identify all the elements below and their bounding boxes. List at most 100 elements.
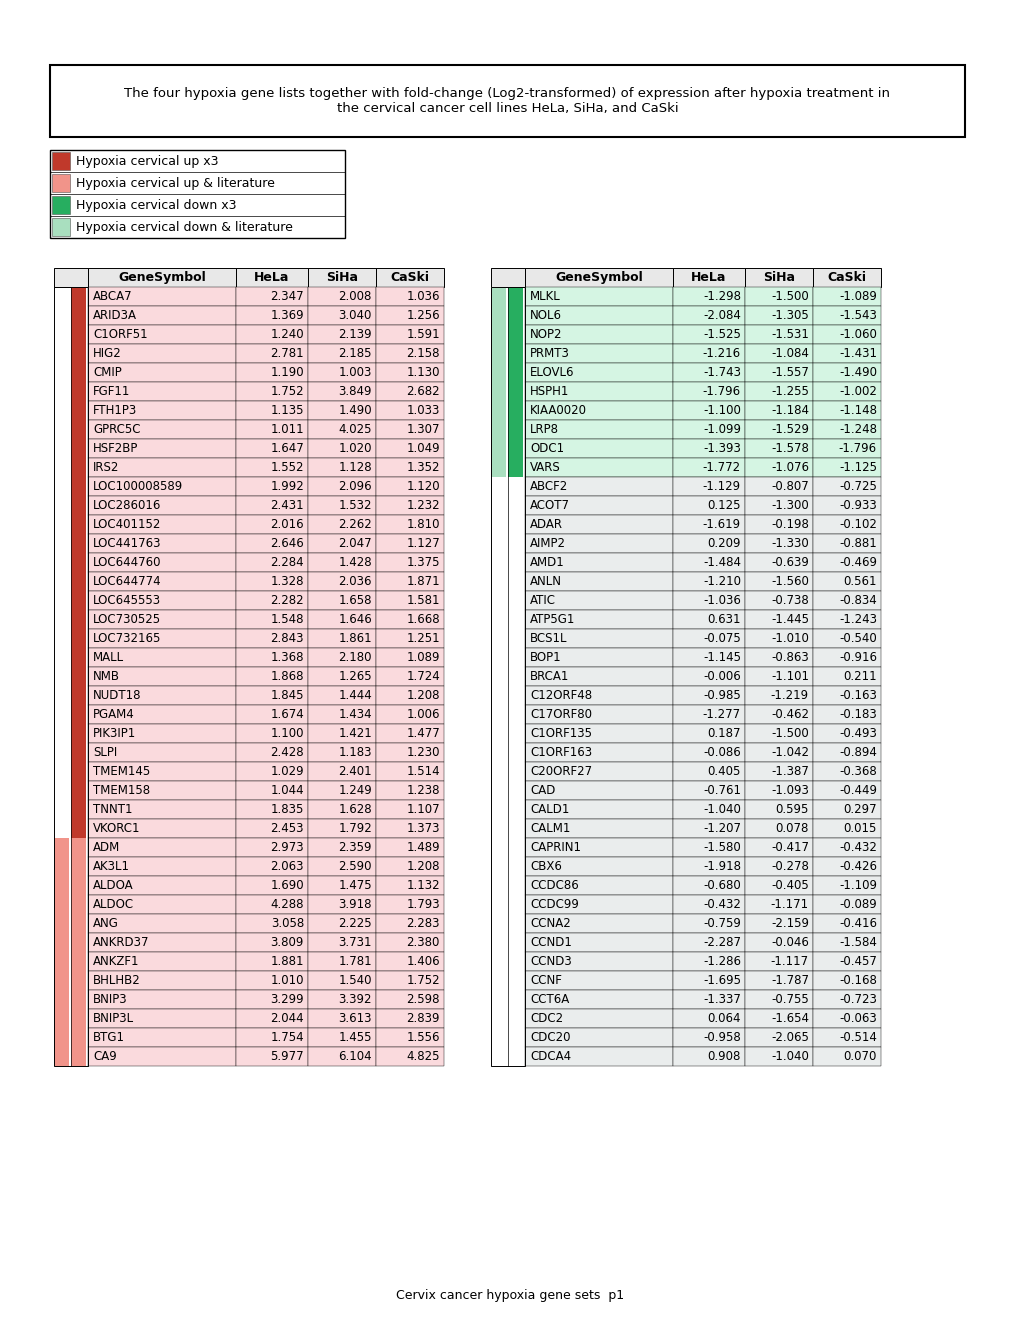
Bar (88, 420, 235, 440)
Bar (525, 1047, 673, 1067)
Text: -0.738: -0.738 (770, 594, 808, 607)
Bar (308, 325, 376, 345)
Text: 1.591: 1.591 (406, 327, 439, 341)
Bar (673, 610, 744, 630)
Bar (744, 933, 812, 952)
Text: TMEM145: TMEM145 (93, 766, 150, 777)
Bar (235, 325, 308, 345)
Bar (235, 705, 308, 723)
Text: ANLN: ANLN (530, 576, 561, 587)
Bar (376, 458, 443, 477)
Bar (88, 591, 235, 610)
Text: -0.278: -0.278 (770, 861, 808, 873)
Bar (673, 286, 744, 306)
Text: -1.560: -1.560 (770, 576, 808, 587)
Text: 0.561: 0.561 (843, 576, 876, 587)
Text: 1.049: 1.049 (406, 442, 439, 455)
Text: 1.020: 1.020 (338, 442, 372, 455)
Bar (308, 876, 376, 895)
Bar (308, 972, 376, 990)
Text: AIMP2: AIMP2 (530, 537, 566, 550)
Text: -0.102: -0.102 (839, 517, 876, 531)
Bar (673, 1008, 744, 1028)
Bar (673, 440, 744, 458)
Text: 1.190: 1.190 (270, 366, 304, 379)
Text: NOL6: NOL6 (530, 309, 561, 322)
Text: AK3L1: AK3L1 (93, 861, 129, 873)
Text: SiHa: SiHa (326, 271, 358, 284)
Text: -0.933: -0.933 (839, 499, 876, 512)
Text: LRP8: LRP8 (530, 422, 558, 436)
Text: 2.973: 2.973 (270, 841, 304, 854)
Bar (235, 458, 308, 477)
Text: -0.089: -0.089 (839, 898, 876, 911)
Text: 1.265: 1.265 (338, 671, 372, 682)
Text: -1.490: -1.490 (839, 366, 876, 379)
Bar (673, 762, 744, 781)
Bar (673, 401, 744, 420)
Text: 2.158: 2.158 (407, 347, 439, 360)
Bar (525, 268, 673, 286)
Text: 1.581: 1.581 (407, 594, 439, 607)
Text: 3.731: 3.731 (338, 936, 372, 949)
Bar (744, 458, 812, 477)
Bar (673, 572, 744, 591)
Text: 2.044: 2.044 (270, 1012, 304, 1026)
Text: -2.065: -2.065 (770, 1031, 808, 1044)
Text: -2.084: -2.084 (702, 309, 740, 322)
Text: 1.036: 1.036 (407, 290, 439, 304)
Text: ANKZF1: ANKZF1 (93, 954, 140, 968)
Bar (376, 1008, 443, 1028)
Bar (812, 630, 880, 648)
Bar (525, 553, 673, 572)
Text: -1.248: -1.248 (839, 422, 876, 436)
Text: 1.845: 1.845 (270, 689, 304, 702)
Bar (308, 800, 376, 818)
Text: 1.406: 1.406 (406, 954, 439, 968)
Bar (235, 381, 308, 401)
Text: PIK3IP1: PIK3IP1 (93, 727, 137, 741)
Bar (744, 857, 812, 876)
Bar (812, 572, 880, 591)
Bar (525, 667, 673, 686)
Text: C17ORF80: C17ORF80 (530, 708, 591, 721)
Bar (308, 818, 376, 838)
Bar (673, 420, 744, 440)
Text: -1.171: -1.171 (770, 898, 808, 911)
Text: -0.432: -0.432 (702, 898, 740, 911)
Text: 3.849: 3.849 (338, 385, 372, 399)
Text: -0.086: -0.086 (702, 746, 740, 759)
Text: 1.033: 1.033 (407, 404, 439, 417)
Bar (235, 591, 308, 610)
Bar (50, 150, 344, 238)
Text: GPRC5C: GPRC5C (93, 422, 141, 436)
Bar (235, 401, 308, 420)
Bar (235, 667, 308, 686)
Bar (525, 705, 673, 723)
Bar (525, 648, 673, 667)
Text: ATP5G1: ATP5G1 (530, 612, 575, 626)
Text: 2.359: 2.359 (338, 841, 372, 854)
Bar (490, 286, 505, 477)
Bar (308, 705, 376, 723)
Text: Hypoxia cervical down x3: Hypoxia cervical down x3 (76, 198, 236, 211)
Text: 1.754: 1.754 (270, 1031, 304, 1044)
Bar (235, 553, 308, 572)
Text: -1.036: -1.036 (702, 594, 740, 607)
Text: 1.127: 1.127 (406, 537, 439, 550)
Text: 1.183: 1.183 (338, 746, 372, 759)
Bar (525, 895, 673, 913)
Bar (744, 477, 812, 496)
Text: C1ORF135: C1ORF135 (530, 727, 591, 741)
Bar (744, 743, 812, 762)
Bar (490, 268, 525, 286)
Bar (744, 876, 812, 895)
Bar (376, 952, 443, 972)
Bar (673, 895, 744, 913)
Bar (376, 933, 443, 952)
Bar (673, 838, 744, 857)
Bar (744, 610, 812, 630)
Text: -0.514: -0.514 (839, 1031, 876, 1044)
Text: 1.724: 1.724 (406, 671, 439, 682)
Text: LOC441763: LOC441763 (93, 537, 161, 550)
